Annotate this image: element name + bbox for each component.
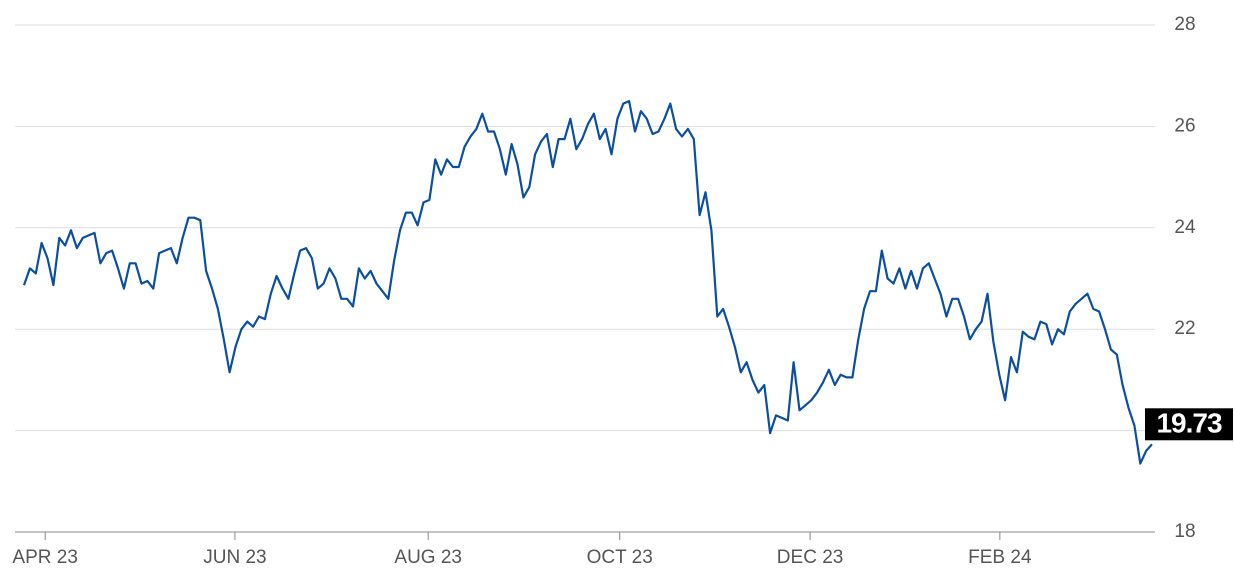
price-line [22, 100, 1153, 465]
x-tick-label: APR 23 [12, 547, 77, 568]
last-value-label: 19.73 [1156, 408, 1221, 439]
y-tick-label: 24 [1174, 217, 1196, 238]
last-value-box [1145, 408, 1233, 441]
x-tick-label: AUG 23 [394, 547, 462, 568]
y-tick-label: 18 [1174, 521, 1195, 542]
x-tick-label: OCT 23 [587, 547, 653, 568]
x-tick-label: FEB 24 [968, 547, 1032, 568]
x-tick-label: DEC 23 [777, 547, 844, 568]
y-tick-label: 26 [1174, 115, 1195, 136]
y-tick-label: 28 [1174, 14, 1195, 35]
y-tick-label: 22 [1174, 318, 1195, 339]
x-tick-label: JUN 23 [203, 547, 266, 568]
